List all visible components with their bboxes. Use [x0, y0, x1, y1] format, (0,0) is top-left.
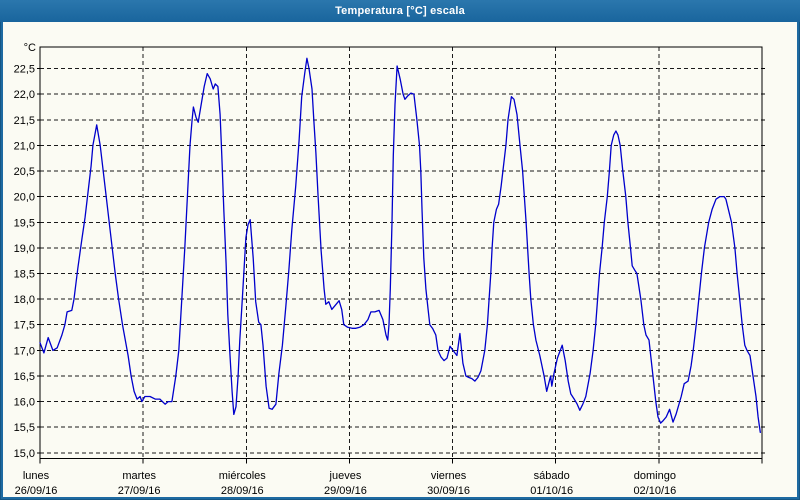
y-tick-label: 19,5 [14, 217, 35, 229]
window-title: Temperatura [°C] escala [335, 5, 465, 17]
gridlines [40, 47, 762, 459]
y-tick-label: 20,5 [14, 166, 35, 178]
x-date-label: 30/09/16 [427, 485, 470, 497]
window-title-bar[interactable]: Temperatura [°C] escala [0, 0, 800, 22]
x-day-label: viernes [431, 470, 467, 482]
y-tick-label: 19,0 [14, 243, 35, 255]
x-date-label: 26/09/16 [15, 485, 58, 497]
x-day-label: lunes [23, 470, 50, 482]
y-tick-label: 21,5 [14, 115, 35, 127]
y-tick-label: 17,0 [14, 345, 35, 357]
x-day-label: sábado [534, 470, 570, 482]
y-tick-label: 17,5 [14, 320, 35, 332]
y-tick-label: 20,0 [14, 192, 35, 204]
plot-border [39, 46, 763, 459]
x-date-label: 28/09/16 [221, 485, 264, 497]
axis-labels: 15,0 15,5 16,0 16,5 17,0 17,5 18,0 18,5 19,0 19,5… [14, 42, 677, 497]
y-tick-label: 22,5 [14, 64, 35, 76]
x-day-label: domingo [634, 470, 676, 482]
y-tick-label: 15,0 [14, 448, 35, 460]
y-axis-unit-label: °C [24, 42, 36, 54]
temperature-line [39, 57, 761, 434]
y-tick-label: 22,0 [14, 89, 35, 101]
y-tick-label: 18,5 [14, 269, 35, 281]
x-date-label: 02/10/16 [633, 485, 676, 497]
x-date-label: 01/10/16 [530, 485, 573, 497]
y-tick-label: 18,0 [14, 294, 35, 306]
x-day-label: miércoles [219, 470, 267, 482]
y-tick-label: 21,0 [14, 140, 35, 152]
x-date-label: 27/09/16 [118, 485, 161, 497]
x-date-label: 29/09/16 [324, 485, 367, 497]
plot-border-group [37, 46, 765, 464]
y-tick-label: 16,0 [14, 397, 35, 409]
series-lines [39, 57, 761, 434]
x-day-label: martes [122, 470, 156, 482]
y-tick-label: 15,5 [14, 422, 35, 434]
x-day-label: jueves [329, 470, 362, 482]
y-tick-label: 16,5 [14, 371, 35, 383]
